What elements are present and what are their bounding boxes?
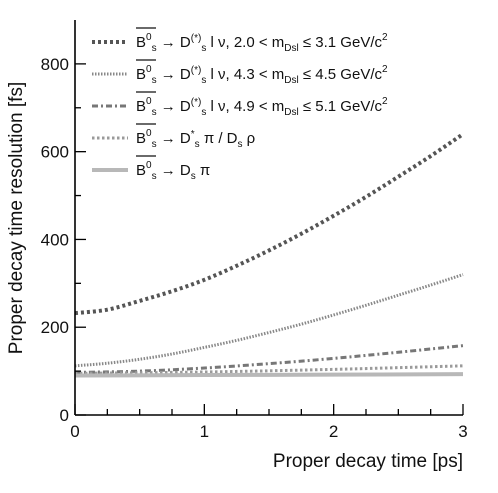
legend-label-1: B0s → D(*)s l ν, 2.0 < mDsl ≤ 3.1 GeV/c2 <box>136 32 388 54</box>
legend: B0s → D(*)s l ν, 2.0 < mDsl ≤ 3.1 GeV/c2… <box>92 27 388 182</box>
legend-label-2: B0s → D(*)s l ν, 4.3 < mDsl ≤ 4.5 GeV/c2 <box>136 64 388 86</box>
series-line-3 <box>74 344 464 374</box>
series-line-4 <box>74 364 464 375</box>
y-axis-title: Proper decay time resolution [fs] <box>6 82 27 354</box>
y-tick-label: 800 <box>41 55 69 74</box>
series-line-1 <box>74 132 465 316</box>
legend-label-3: B0s → D(*)s l ν, 4.9 < mDsl ≤ 5.1 GeV/c2 <box>136 96 388 118</box>
y-tick-label: 600 <box>41 143 69 162</box>
x-axis-title: Proper decay time [ps] <box>273 451 463 472</box>
series-line-5 <box>74 372 464 378</box>
series-layer <box>74 132 465 378</box>
ticks-layer: 0 200 400 600 800 0 1 2 3 <box>41 55 468 441</box>
x-tick-label: 3 <box>458 422 467 441</box>
legend-label-5: B0s → Ds π <box>136 160 210 182</box>
x-tick-label: 1 <box>200 422 209 441</box>
series-line-2 <box>74 273 464 368</box>
y-tick-label: 400 <box>41 230 69 249</box>
legend-label-4: B0s → D*s π / Ds ρ <box>136 128 255 150</box>
y-tick-label: 200 <box>41 318 69 337</box>
x-tick-label: 2 <box>329 422 338 441</box>
y-tick-label: 0 <box>60 406 69 425</box>
x-tick-label: 0 <box>70 422 79 441</box>
